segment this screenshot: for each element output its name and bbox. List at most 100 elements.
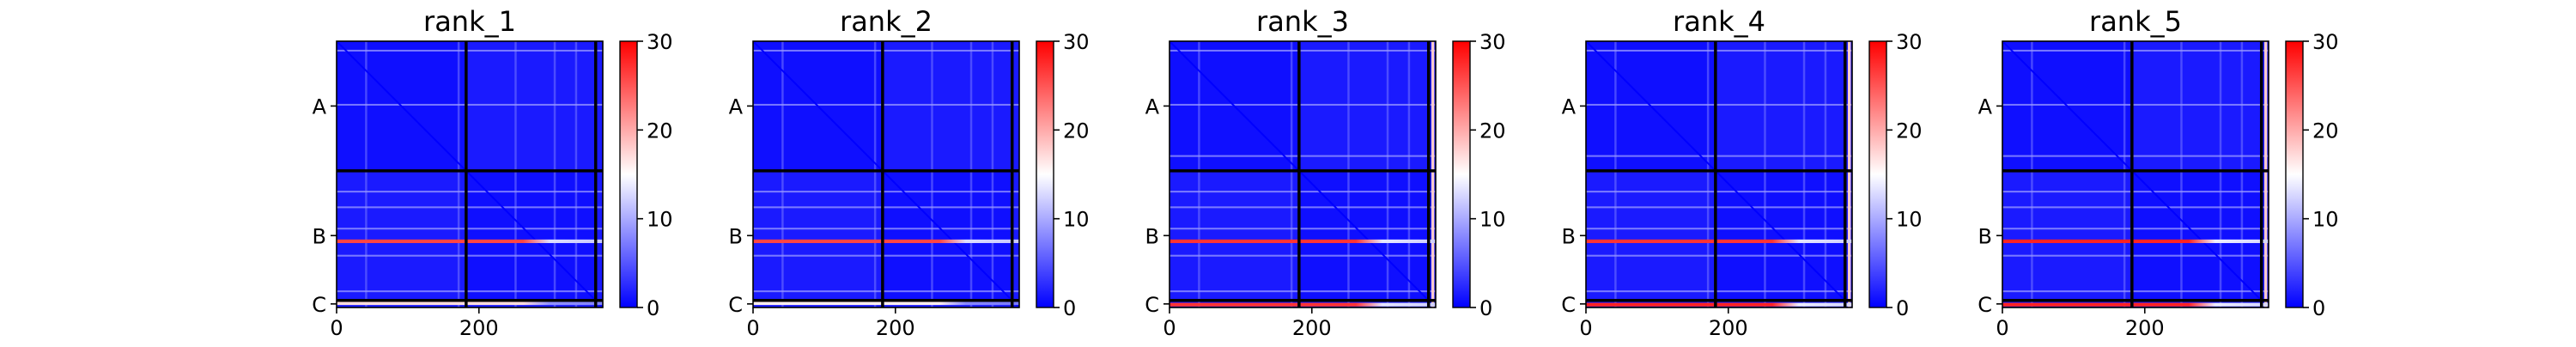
light-column: [553, 41, 556, 307]
diagonal-line: [753, 41, 1019, 307]
panel-title: rank_5: [2089, 5, 2182, 38]
light-column: [1614, 41, 1617, 307]
light-row: [337, 191, 603, 193]
light-row: [337, 103, 603, 107]
x-tick-label: 200: [2125, 316, 2165, 340]
x-tick-label: 0: [1579, 316, 1592, 340]
light-row: [337, 206, 603, 209]
colorbar-tick-label: 30: [647, 30, 673, 54]
light-column: [1347, 41, 1350, 307]
hot-row: [1170, 239, 1436, 243]
colorbar-tick-label: 20: [1063, 119, 1090, 143]
light-row: [1586, 254, 1852, 257]
light-row: [753, 228, 1019, 230]
colorbar-tick-label: 20: [2312, 119, 2339, 143]
x-tick-label: 200: [876, 316, 915, 340]
y-tick-label: B: [1562, 224, 1576, 248]
light-row: [1586, 191, 1852, 193]
light-row: [753, 49, 1019, 52]
axes-frame: [336, 40, 604, 308]
x-tick-label: 200: [1709, 316, 1748, 340]
colorbar-tick-label: 0: [647, 296, 659, 320]
hot-column: [1848, 41, 1851, 307]
y-tick-label: C: [312, 293, 326, 317]
light-row: [2002, 290, 2269, 293]
colorbar-tick-label: 30: [2312, 30, 2339, 54]
axes-frame: [1585, 40, 1853, 308]
hot-column: [1431, 41, 1435, 307]
y-tick-label: A: [1562, 94, 1577, 119]
hot-row: [2002, 302, 2269, 307]
light-column: [2123, 41, 2126, 307]
light-row: [337, 228, 603, 230]
hot-row: [1586, 239, 1852, 243]
hot-row: [2002, 239, 2269, 243]
y-tick-label: C: [1145, 293, 1159, 317]
x-tick-label: 0: [1163, 316, 1176, 340]
y-tick-label: C: [1561, 293, 1576, 317]
light-row: [337, 254, 603, 257]
y-tick-label: B: [1145, 224, 1159, 248]
light-column: [1706, 41, 1710, 307]
diagonal-line: [1586, 41, 1852, 307]
panel-title: rank_4: [1673, 5, 1765, 38]
x-tick-label: 200: [1292, 316, 1332, 340]
hot-row: [337, 301, 603, 306]
light-row: [1586, 228, 1852, 230]
heatmap-cells: [1170, 41, 1436, 307]
colorbar-tick-label: 10: [1896, 208, 1923, 232]
colorbar-tick-label: 20: [1896, 119, 1923, 143]
heatmap-cells: [337, 41, 603, 307]
axes-frame: [1169, 40, 1437, 308]
hot-row: [1586, 302, 1852, 307]
light-column: [2219, 41, 2222, 307]
axes-frame: [752, 40, 1020, 308]
light-column: [931, 41, 933, 307]
light-column: [1290, 41, 1293, 307]
light-column: [1802, 41, 1806, 307]
light-column: [1407, 41, 1411, 307]
colorbar-tick-label: 0: [1063, 296, 1076, 320]
colorbar-tick-label: 30: [1896, 30, 1923, 54]
x-tick-label: 0: [1996, 316, 2008, 340]
light-column: [2180, 41, 2183, 307]
light-row: [337, 290, 603, 293]
light-row: [1170, 155, 1436, 157]
light-row: [1170, 254, 1436, 257]
colorbar-tick-label: 0: [1896, 296, 1909, 320]
y-tick-label: A: [1978, 94, 1993, 119]
light-row: [1586, 103, 1852, 107]
colorbar-tick-label: 10: [1063, 208, 1090, 232]
colorbar-tick-label: 0: [1479, 296, 1492, 320]
light-column: [514, 41, 517, 307]
light-row: [2002, 155, 2269, 157]
hot-column: [2264, 41, 2268, 307]
panel-title: rank_3: [1256, 5, 1349, 38]
colorbar: [1036, 40, 1054, 308]
light-column: [457, 41, 460, 307]
light-row: [1170, 290, 1436, 293]
light-column: [781, 41, 784, 307]
y-tick-label: C: [728, 293, 743, 317]
panel-title: rank_1: [423, 5, 516, 38]
colorbar: [1452, 40, 1471, 308]
colorbar-tick-label: 10: [1479, 208, 1506, 232]
light-column: [1824, 41, 1827, 307]
colorbar-tick-label: 20: [647, 119, 673, 143]
diagonal-line: [337, 41, 603, 307]
light-column: [873, 41, 877, 307]
y-tick-label: C: [1978, 293, 1992, 317]
light-row: [2002, 228, 2269, 230]
colorbar-tick-label: 10: [647, 208, 673, 232]
light-row: [2002, 191, 2269, 193]
light-column: [1198, 41, 1200, 307]
x-tick-label: 200: [459, 316, 499, 340]
light-row: [1170, 191, 1436, 193]
diagonal-line: [2002, 41, 2269, 307]
